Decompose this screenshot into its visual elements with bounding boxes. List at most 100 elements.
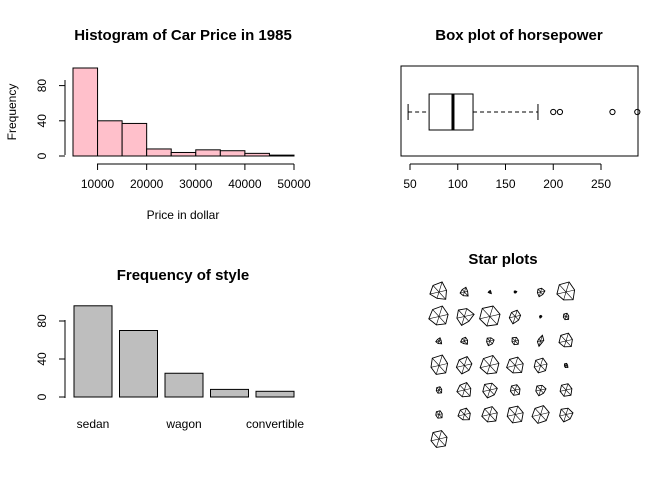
style-bars (73, 305, 295, 398)
star-spoke (436, 387, 440, 391)
star-spoke (487, 414, 491, 422)
star-spoke (531, 414, 541, 417)
star-spoke (565, 291, 574, 300)
boxplot-outlier (556, 108, 564, 116)
star-spoke (565, 315, 569, 317)
star-spoke (540, 363, 548, 366)
boxplot-frame (400, 65, 639, 157)
star-spoke (430, 438, 440, 442)
star-spoke (460, 340, 465, 343)
star-spoke (460, 291, 465, 294)
star-spoke (456, 389, 465, 392)
star-spoke (464, 389, 471, 397)
histogram-x-ticks: 10000 20000 30000 40000 50000 (81, 164, 311, 191)
star-glyph (435, 386, 443, 394)
histogram-y-tick-label: 80 (35, 79, 49, 93)
boxplot-x-tick-label: 200 (543, 177, 563, 191)
star-spoke (479, 316, 490, 320)
star-spoke (511, 340, 516, 342)
star-spoke (456, 316, 465, 319)
star-spoke (515, 412, 524, 415)
star-spoke (458, 359, 465, 366)
boxplot-outlier (609, 108, 616, 116)
star-spoke (464, 365, 470, 371)
star-spoke (540, 389, 544, 394)
star-glyph (487, 289, 492, 295)
star-spoke (428, 316, 440, 320)
star-spoke (438, 305, 443, 317)
star-glyph (535, 384, 547, 397)
star-spoke (489, 388, 498, 391)
style-bar (255, 390, 295, 398)
star-spoke (464, 340, 468, 342)
star-spoke (435, 414, 440, 416)
star-spoke (489, 389, 495, 396)
star-title: Star plots (468, 251, 537, 268)
star-spoke (438, 340, 442, 342)
histogram-x-tick-label: 10000 (81, 177, 115, 191)
star-spoke (538, 338, 541, 342)
star-spoke (484, 408, 491, 415)
star-outline (479, 354, 500, 375)
star-glyph (556, 281, 576, 301)
histogram-bar (170, 151, 197, 157)
star-spoke (489, 305, 494, 317)
star-spoke (438, 365, 446, 374)
star-glyph (539, 314, 543, 319)
star-spoke (513, 389, 516, 396)
style-category-label: wagon (165, 417, 201, 431)
star-spoke (537, 291, 541, 293)
star-spoke (515, 340, 519, 342)
star-spoke (565, 313, 568, 317)
star-glyph (435, 410, 443, 419)
star-spoke (514, 290, 516, 293)
star-spoke (438, 316, 446, 325)
star-spoke (438, 386, 441, 391)
star-spoke (438, 430, 442, 440)
star-spoke (438, 281, 443, 293)
style-bar-panel: Frequency of style 0 40 80 sedan wagon conve… (35, 267, 304, 431)
star-spoke (489, 291, 492, 294)
boxplot-panel: Box plot of horsepower 50 100 150 200 250 (400, 27, 641, 191)
style-bar (164, 372, 204, 398)
star-spoke (486, 337, 491, 342)
star-spoke (489, 340, 493, 345)
star-spoke (510, 389, 516, 392)
star-spoke (540, 335, 543, 342)
star-spoke (535, 389, 541, 392)
star-spoke (464, 291, 469, 297)
star-glyph (558, 332, 573, 348)
star-spoke (565, 363, 567, 366)
star-spoke (509, 316, 516, 319)
boxplot-iqr-box (428, 93, 474, 131)
histogram-bar (219, 150, 246, 157)
star-spoke (486, 365, 491, 374)
star-spoke (458, 309, 465, 317)
star-spoke (459, 384, 465, 391)
star-spoke (461, 289, 465, 293)
star-spoke (564, 316, 567, 320)
star-spoke (511, 337, 516, 342)
star-glyph (430, 430, 448, 448)
histogram-y-tick-label: 40 (35, 114, 49, 128)
style-bar (119, 330, 158, 398)
star-spoke (464, 408, 467, 415)
star-spoke (456, 365, 465, 368)
star-spoke (538, 365, 541, 373)
star-spoke (438, 413, 443, 415)
star-spoke (436, 291, 440, 299)
star-spoke (508, 407, 516, 415)
star-spoke (464, 340, 468, 345)
histogram-bar (146, 148, 172, 157)
star-spoke (489, 337, 492, 342)
histogram-bar (97, 120, 123, 157)
star-glyph (479, 354, 500, 375)
star-glyph (460, 336, 469, 345)
boxplot-x-tick-label: 150 (495, 177, 515, 191)
star-spoke (540, 358, 544, 366)
star-panel: Star plots (428, 251, 576, 448)
star-spoke (436, 316, 440, 325)
style-y-tick-label: 40 (35, 352, 49, 366)
star-spoke (511, 385, 516, 391)
star-glyph (457, 407, 471, 421)
